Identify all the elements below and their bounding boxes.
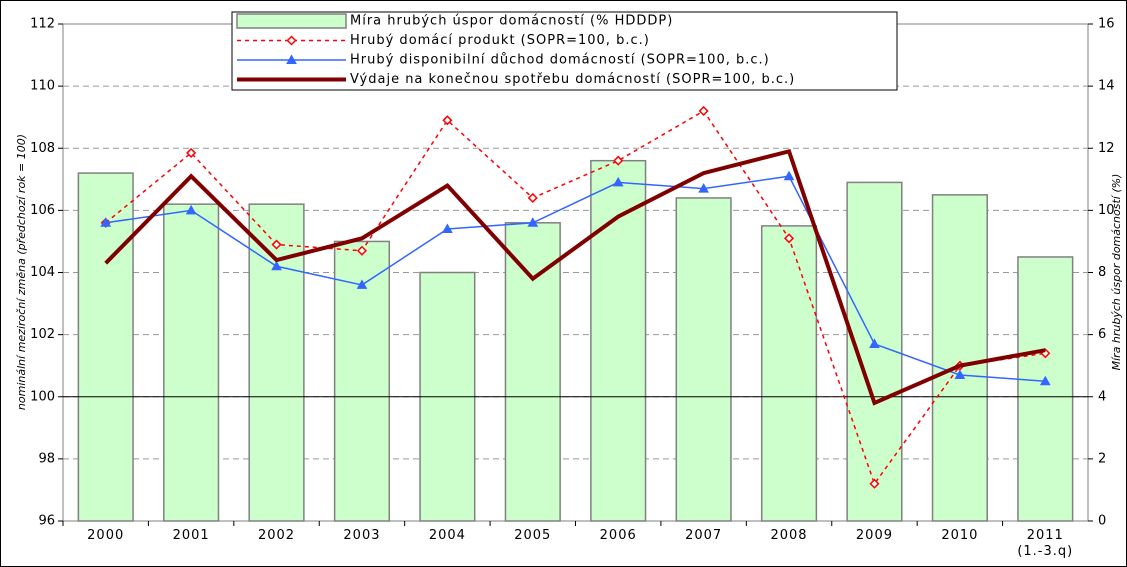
- y-tick-label: 102: [30, 327, 55, 342]
- marker: [442, 115, 453, 126]
- marker: [869, 478, 880, 489]
- marker: [271, 260, 282, 271]
- x-tick-label: 2008: [770, 528, 808, 543]
- y-tick-label: 106: [30, 203, 55, 218]
- x-tick-label: 2002: [257, 528, 296, 543]
- marker: [186, 147, 197, 158]
- y2-tick-label: 12: [1098, 141, 1115, 156]
- x-tick-label: 2009: [855, 528, 893, 543]
- bar: [248, 203, 305, 522]
- x-tick-label: 2000: [87, 528, 125, 543]
- y2-tick-label: 14: [1098, 79, 1115, 94]
- legend-label: Míra hrubých úspor domácností (% HDDDP): [350, 14, 673, 29]
- marker: [286, 35, 297, 46]
- marker: [954, 369, 966, 380]
- bar: [504, 222, 561, 522]
- bar: [931, 194, 988, 522]
- x-tick-label: 2001: [172, 528, 210, 543]
- marker: [783, 170, 795, 181]
- bar: [760, 225, 818, 522]
- bar: [1017, 256, 1074, 522]
- marker: [613, 155, 624, 166]
- marker: [100, 217, 112, 227]
- marker: [356, 279, 368, 289]
- marker: [185, 204, 197, 215]
- marker: [698, 183, 709, 193]
- y2-tick-label: 16: [1098, 17, 1115, 32]
- y-tick-label: 108: [30, 141, 55, 156]
- y-tick-label: 112: [30, 17, 55, 32]
- y-tick-label: 104: [30, 265, 55, 280]
- marker: [442, 223, 453, 234]
- y2-tick-label: 2: [1098, 451, 1106, 466]
- line: [104, 148, 1046, 406]
- legend-label: Hrubý domácí produkt (SOPR=100, b.c.): [350, 33, 650, 48]
- marker: [698, 105, 709, 117]
- y-tick-label: 110: [30, 79, 55, 94]
- marker: [612, 176, 624, 187]
- legend-swatch: [236, 13, 347, 29]
- bar: [77, 172, 134, 522]
- x-tick-label: 2006: [599, 528, 637, 543]
- legend-label: Výdaje na konečnou spotřebu domácností (…: [350, 72, 795, 87]
- marker: [527, 192, 538, 204]
- marker: [271, 239, 282, 250]
- marker: [286, 54, 297, 64]
- y-tick-label: 96: [38, 514, 55, 529]
- y2-tick-label: 6: [1098, 327, 1106, 342]
- x-tick-label: 2011 (1.-3.q): [1017, 528, 1074, 559]
- markers: [100, 170, 1051, 386]
- marker: [1039, 375, 1051, 386]
- y-tick-label: 100: [30, 389, 55, 404]
- marker: [869, 338, 880, 348]
- x-tick-label: 2010: [941, 528, 979, 543]
- marker: [527, 217, 539, 227]
- y2-tick-label: 8: [1098, 265, 1106, 280]
- x-tick-label: 2004: [428, 528, 466, 543]
- legend-label: Hrubý disponibilní důchod domácností (SO…: [350, 53, 770, 68]
- bar: [675, 197, 732, 522]
- y2-tick-label: 10: [1098, 203, 1115, 218]
- line: [105, 175, 1046, 382]
- marker: [356, 245, 368, 256]
- y-axis-title: nominální meziroční změna (předchozí rok…: [15, 134, 28, 410]
- y2-tick-label: 4: [1098, 389, 1106, 404]
- x-tick-label: 2005: [514, 528, 552, 543]
- x-tick-label: 2003: [343, 528, 381, 543]
- bar: [163, 203, 220, 522]
- y2-tick-label: 0: [1098, 514, 1106, 529]
- legend: Míra hrubých úspor domácností (% HDDDP) H…: [231, 11, 898, 91]
- x-tick-label: 2007: [685, 528, 723, 543]
- marker: [783, 233, 795, 244]
- y2-axis-title: Míra hrubých úspor domácností (%): [1110, 174, 1123, 371]
- y-tick-label: 98: [38, 451, 55, 466]
